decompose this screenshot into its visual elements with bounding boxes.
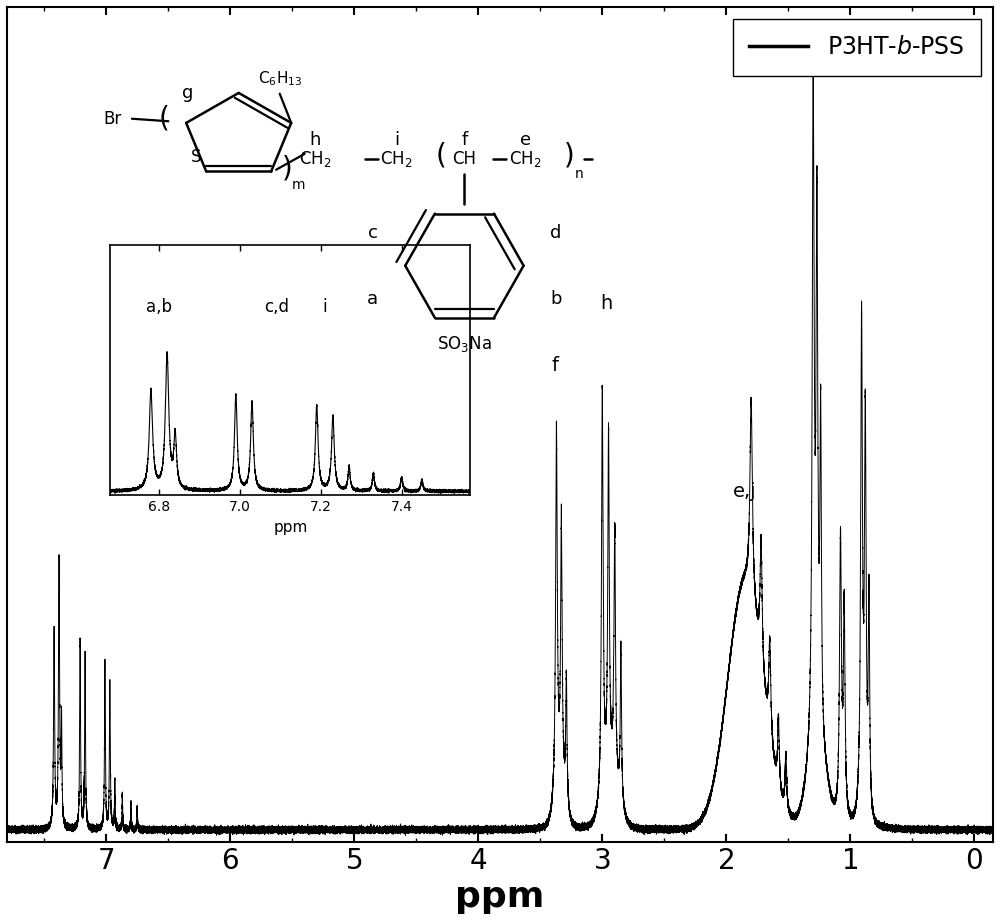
Text: C$_6$H$_{13}$: C$_6$H$_{13}$ bbox=[258, 69, 302, 88]
Legend: P3HT-$b$-PSS: P3HT-$b$-PSS bbox=[733, 18, 981, 76]
Text: f: f bbox=[552, 356, 559, 375]
Text: CH$_2$: CH$_2$ bbox=[509, 149, 542, 169]
Text: Br: Br bbox=[103, 110, 121, 128]
Text: a: a bbox=[367, 290, 378, 308]
Text: m: m bbox=[292, 178, 306, 192]
Text: h: h bbox=[600, 294, 612, 312]
Text: (: ( bbox=[435, 142, 446, 169]
Text: (: ( bbox=[159, 105, 170, 133]
X-axis label: ppm: ppm bbox=[455, 880, 545, 914]
Text: SO$_3$Na: SO$_3$Na bbox=[437, 333, 492, 354]
Text: c: c bbox=[368, 224, 378, 241]
Text: ): ) bbox=[282, 154, 292, 182]
Text: e,j: e,j bbox=[733, 482, 757, 501]
Text: CH$_2$: CH$_2$ bbox=[299, 149, 332, 169]
Text: ): ) bbox=[564, 142, 574, 169]
Text: f: f bbox=[461, 132, 468, 149]
Text: h: h bbox=[310, 132, 321, 149]
Text: g: g bbox=[182, 84, 193, 102]
Text: d: d bbox=[550, 224, 562, 241]
Text: n: n bbox=[574, 167, 583, 181]
Text: CH: CH bbox=[452, 150, 476, 168]
Text: S: S bbox=[191, 148, 201, 166]
Text: e: e bbox=[520, 132, 531, 149]
Text: i: i bbox=[394, 132, 399, 149]
Text: CH$_2$: CH$_2$ bbox=[380, 149, 413, 169]
Text: b: b bbox=[550, 290, 562, 308]
